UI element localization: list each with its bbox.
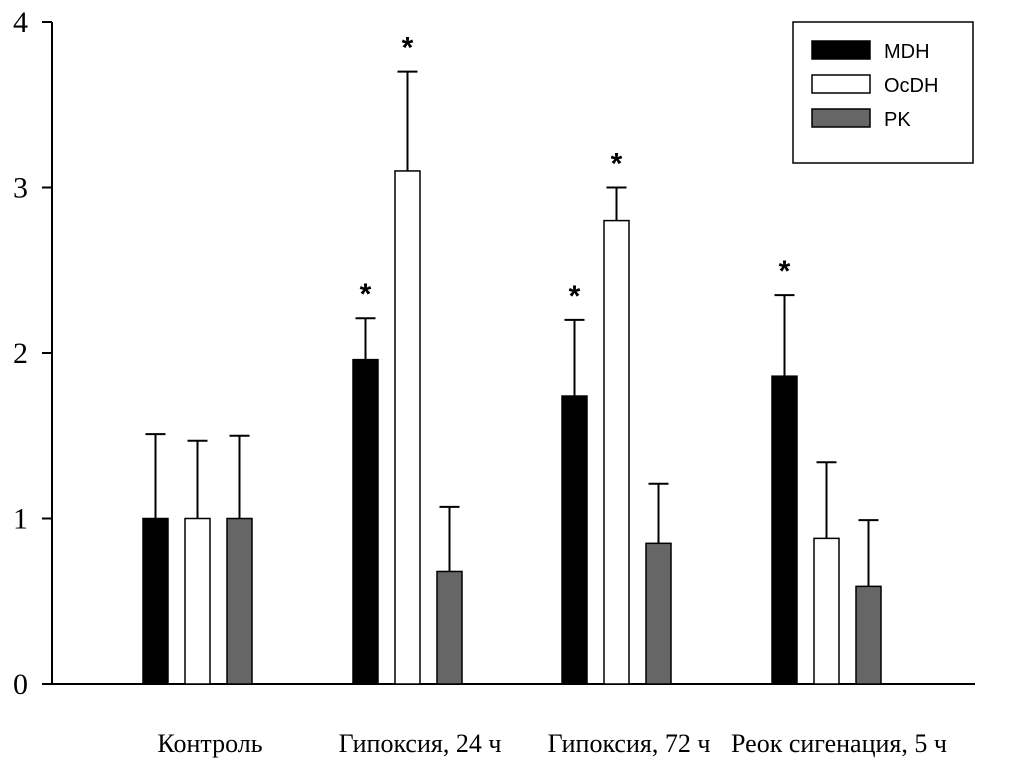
legend-label: PK xyxy=(884,109,911,131)
bar-ocdh xyxy=(603,219,630,685)
y-tick-label: 2 xyxy=(13,337,28,370)
y-tick-label: 1 xyxy=(13,503,28,536)
y-tick-label: 4 xyxy=(13,6,28,39)
legend-swatch-mdh xyxy=(811,40,871,60)
significance-star: * xyxy=(611,148,623,181)
significance-star: * xyxy=(402,32,414,65)
significance-star: * xyxy=(569,280,581,313)
significance-star: * xyxy=(779,255,791,288)
significance-star: * xyxy=(360,278,372,311)
bar-ocdh xyxy=(813,537,840,685)
bar-pk xyxy=(226,517,253,685)
category-label: Контроль xyxy=(157,729,262,758)
category-label: Гипоксия, 72 ч xyxy=(548,729,711,758)
legend-label: OcDH xyxy=(884,75,938,97)
y-tick-label: 0 xyxy=(13,668,28,701)
legend-swatch-pk xyxy=(811,108,871,128)
y-tick-label: 3 xyxy=(13,172,28,205)
bar-ocdh xyxy=(394,170,421,685)
bar-mdh xyxy=(561,395,588,685)
bar-ocdh xyxy=(184,517,211,685)
bar-mdh xyxy=(771,375,798,685)
legend-swatch-ocdh xyxy=(811,74,871,94)
category-label: Реок сигенация, 5 ч xyxy=(731,729,947,758)
category-label: Гипоксия, 24 ч xyxy=(339,729,502,758)
bar-pk xyxy=(855,585,882,685)
bar-mdh xyxy=(352,358,379,685)
legend-label: MDH xyxy=(884,41,930,63)
bar-pk xyxy=(436,570,463,685)
bar-mdh xyxy=(142,517,169,685)
bar-pk xyxy=(645,542,672,685)
